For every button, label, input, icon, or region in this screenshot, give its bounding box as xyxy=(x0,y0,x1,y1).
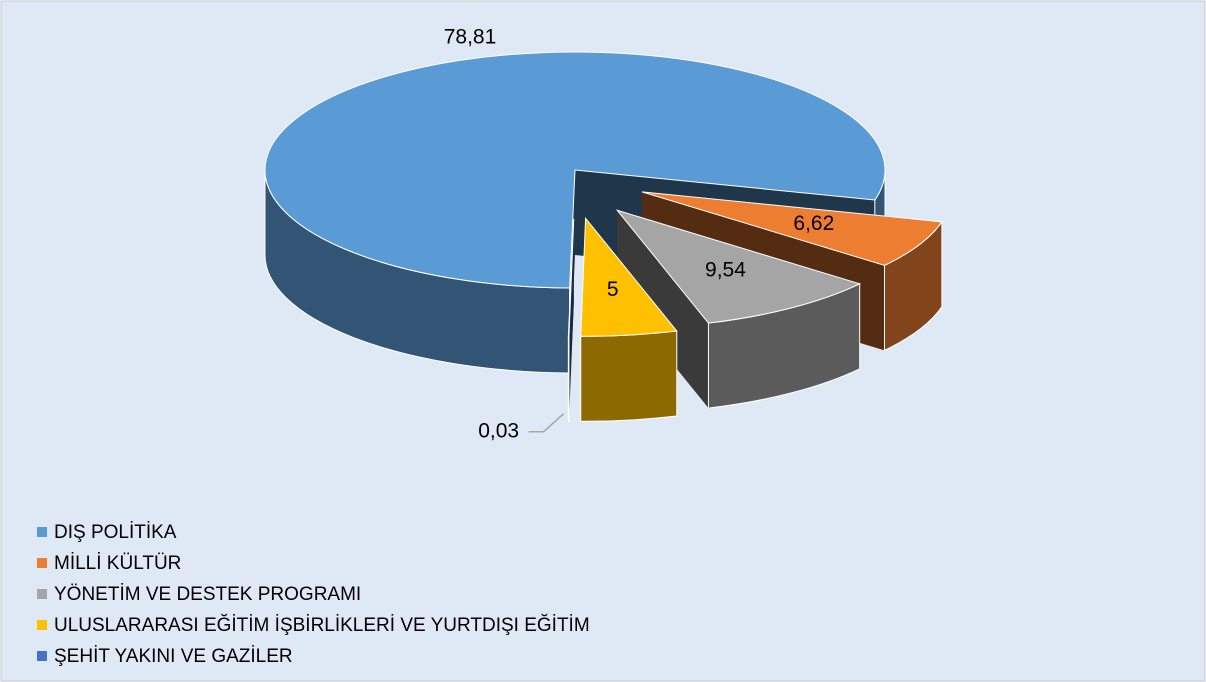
slice-top xyxy=(641,191,943,266)
data-label: 78,81 xyxy=(444,26,497,49)
legend-label: YÖNETİM VE DESTEK PROGRAMI xyxy=(54,584,361,605)
slice-top xyxy=(264,51,886,289)
legend-swatch xyxy=(37,651,47,661)
leader-line xyxy=(528,413,565,433)
legend-label: DIŞ POLİTİKA xyxy=(54,522,177,543)
legend-label: ULUSLARARASI EĞİTİM İŞBİRLİKLERİ VE YURT… xyxy=(54,614,590,636)
slice-side xyxy=(568,218,574,422)
legend-label: MİLLİ KÜLTÜR xyxy=(54,553,181,574)
data-label: 9,54 xyxy=(705,258,746,281)
slice xyxy=(567,218,575,423)
slice-side xyxy=(617,210,709,409)
slice-top xyxy=(567,218,575,338)
slice-top xyxy=(615,209,862,324)
data-label: 6,62 xyxy=(793,212,834,235)
legend-swatch xyxy=(37,589,47,599)
data-label: 5 xyxy=(607,278,619,301)
slice xyxy=(615,209,862,409)
slice-wall xyxy=(580,330,678,422)
slice-top xyxy=(580,216,678,337)
legend-swatch xyxy=(37,558,47,568)
legend-label: ŞEHİT YAKINI VE GAZİLER xyxy=(54,646,293,667)
legend-swatch xyxy=(37,527,47,537)
slice-wall xyxy=(567,336,570,423)
data-label: 0,03 xyxy=(478,419,519,442)
legend-swatch xyxy=(37,620,47,630)
slice xyxy=(580,216,678,422)
